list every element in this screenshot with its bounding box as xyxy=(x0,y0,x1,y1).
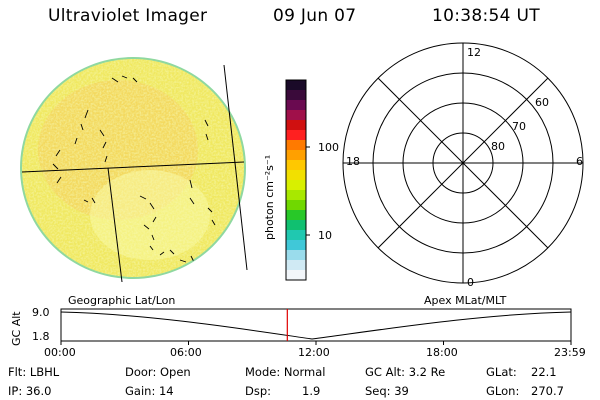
colorbar-segment xyxy=(286,110,306,121)
timeline-xtick-1200: 12:00 xyxy=(298,346,330,359)
info-glat: GLat: xyxy=(486,365,517,379)
colorbar-unit-label: photon cm⁻²s⁻¹ xyxy=(263,154,276,240)
time-label: 10:38:54 UT xyxy=(432,6,540,26)
timeline-ytick-1-8: 1.8 xyxy=(32,330,50,343)
info-glon: GLon: xyxy=(486,384,520,398)
colorbar-segment xyxy=(286,230,306,241)
info-dsp-value: 1.9 xyxy=(302,384,321,398)
timeline-xtick-0000: 00:00 xyxy=(44,346,76,359)
timeline-xtick-2359: 23:59 xyxy=(554,346,586,359)
colorbar-segment xyxy=(286,140,306,151)
polar-grid xyxy=(342,42,584,284)
timeline-right-label: Apex MLat/MLT xyxy=(424,294,507,307)
timeline-axis-title: GC Alt xyxy=(10,311,23,346)
mlt-label-0: 0 xyxy=(467,276,474,289)
colorbar-tick-100: 100 xyxy=(318,141,339,154)
info-gain: Gain: 14 xyxy=(125,384,174,398)
colorbar xyxy=(285,79,310,281)
info-flt: Flt: LBHL xyxy=(8,365,60,379)
colorbar-segment xyxy=(286,80,306,91)
colorbar-segment xyxy=(286,240,306,251)
colorbar-segment xyxy=(286,210,306,221)
colorbar-border xyxy=(285,79,307,281)
date-label: 09 Jun 07 xyxy=(273,6,357,26)
info-seq: Seq: 39 xyxy=(365,384,409,398)
lat-label-60: 60 xyxy=(535,96,549,109)
info-glat-value: 22.1 xyxy=(531,365,557,379)
timeline-plot xyxy=(60,308,572,345)
info-door: Door: Open xyxy=(125,365,191,379)
colorbar-segment xyxy=(286,100,306,111)
info-gcalt: GC Alt: 3.2 Re xyxy=(365,365,446,379)
timeline-ytick-9: 9.0 xyxy=(32,306,50,319)
colorbar-segment xyxy=(286,270,306,281)
colorbar-segment xyxy=(286,120,306,131)
info-dsp: Dsp: xyxy=(245,384,272,398)
colorbar-segment xyxy=(286,160,306,171)
colorbar-segment xyxy=(286,150,306,161)
colorbar-segment xyxy=(286,180,306,191)
colorbar-segment xyxy=(286,130,306,141)
mlt-label-6: 6 xyxy=(576,155,583,168)
info-ip: IP: 36.0 xyxy=(8,384,52,398)
colorbar-segment xyxy=(286,90,306,101)
timeline-left-label: Geographic Lat/Lon xyxy=(68,294,176,307)
colorbar-segment xyxy=(286,200,306,211)
colorbar-segment xyxy=(286,250,306,261)
colorbar-tick-10: 10 xyxy=(318,229,332,242)
uv-image xyxy=(20,57,248,283)
colorbar-segment xyxy=(286,260,306,271)
lat-label-70: 70 xyxy=(512,120,526,133)
colorbar-segment xyxy=(286,220,306,231)
mlt-label-18: 18 xyxy=(346,155,360,168)
mlt-label-12: 12 xyxy=(467,46,481,59)
lat-label-80: 80 xyxy=(491,140,505,153)
colorbar-segment xyxy=(286,190,306,201)
colorbar-segment xyxy=(286,170,306,181)
timeline-xtick-1800: 18:00 xyxy=(426,346,458,359)
timeline-xtick-0600: 06:00 xyxy=(170,346,202,359)
instrument-title: Ultraviolet Imager xyxy=(48,6,208,26)
info-mode: Mode: Normal xyxy=(245,365,326,379)
info-glon-value: 270.7 xyxy=(531,384,564,398)
